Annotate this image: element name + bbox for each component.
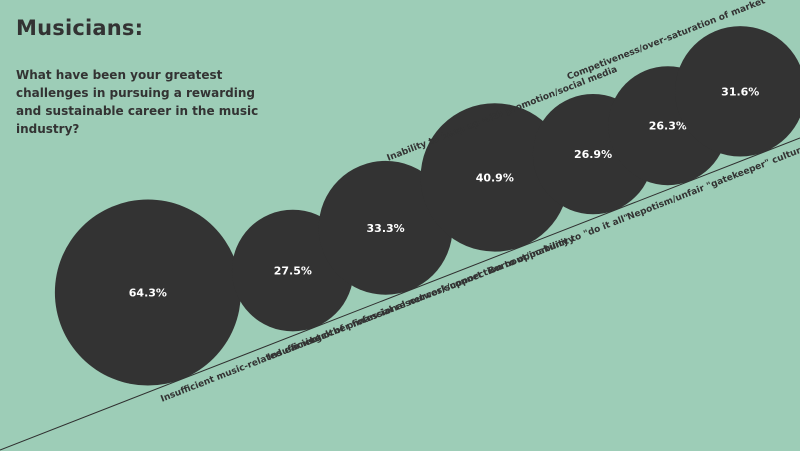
bubble bbox=[675, 26, 800, 157]
bubble-value-label: 26.3% bbox=[649, 120, 687, 133]
bubble-value-label: 31.6% bbox=[721, 85, 759, 98]
bubble bbox=[54, 199, 241, 386]
bubble-value-label: 40.9% bbox=[476, 171, 514, 184]
page-title: Musicians: bbox=[16, 16, 144, 40]
bubble-value-label: 27.5% bbox=[274, 265, 312, 278]
page-subtitle: What have been your greatest challenges … bbox=[16, 68, 259, 136]
bubble bbox=[318, 160, 453, 295]
bubble-value-label: 26.9% bbox=[574, 148, 612, 161]
bubble-value-label: 64.3% bbox=[129, 287, 167, 300]
bubble bbox=[420, 103, 569, 252]
bubble-value-label: 33.3% bbox=[367, 222, 405, 235]
baseline bbox=[0, 137, 800, 451]
